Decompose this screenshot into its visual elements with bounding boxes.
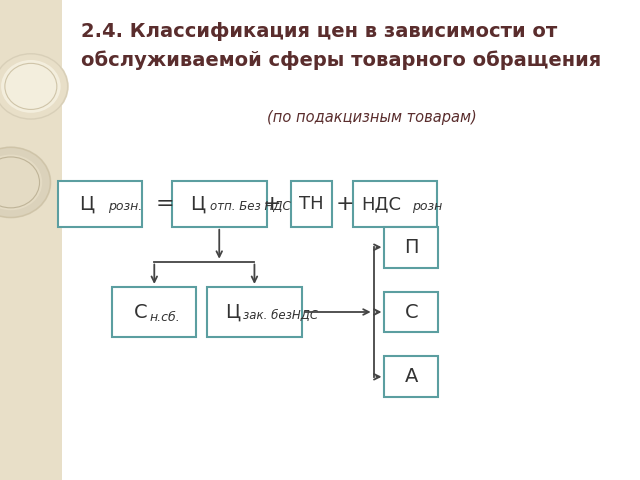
Text: +: + xyxy=(262,194,281,214)
Text: отп. Без НДС: отп. Без НДС xyxy=(209,200,291,213)
Text: П: П xyxy=(404,238,419,257)
Text: Ц: Ц xyxy=(225,302,241,322)
Text: С: С xyxy=(404,302,418,322)
Text: н.сб.: н.сб. xyxy=(150,311,180,324)
Bar xyxy=(207,287,302,337)
Text: =: = xyxy=(156,194,175,214)
Text: (по подакцизным товарам): (по подакцизным товарам) xyxy=(267,110,476,125)
Text: Ц: Ц xyxy=(190,194,205,214)
Bar xyxy=(172,181,267,227)
Text: обслуживаемой сферы товарного обращения: обслуживаемой сферы товарного обращения xyxy=(81,50,602,70)
Bar xyxy=(353,181,437,227)
Bar xyxy=(58,181,142,227)
Bar xyxy=(385,291,438,332)
Text: А: А xyxy=(404,367,418,386)
Text: розн.: розн. xyxy=(108,200,143,213)
Text: С: С xyxy=(134,302,148,322)
Text: зак. безНДС: зак. безНДС xyxy=(243,309,317,323)
Circle shape xyxy=(0,146,51,218)
Bar xyxy=(0,0,62,480)
Text: розн: розн xyxy=(413,200,443,213)
Circle shape xyxy=(0,53,68,120)
Text: ТН: ТН xyxy=(299,195,324,213)
Circle shape xyxy=(0,155,42,210)
Bar xyxy=(291,181,332,227)
Text: +: + xyxy=(336,194,355,214)
Text: 2.4. Классификация цен в зависимости от: 2.4. Классификация цен в зависимости от xyxy=(81,22,557,41)
Text: НДС: НДС xyxy=(362,195,402,213)
Bar xyxy=(385,227,438,268)
Circle shape xyxy=(1,60,61,113)
Text: Ц: Ц xyxy=(79,194,94,214)
Bar xyxy=(113,287,196,337)
Bar xyxy=(385,356,438,397)
